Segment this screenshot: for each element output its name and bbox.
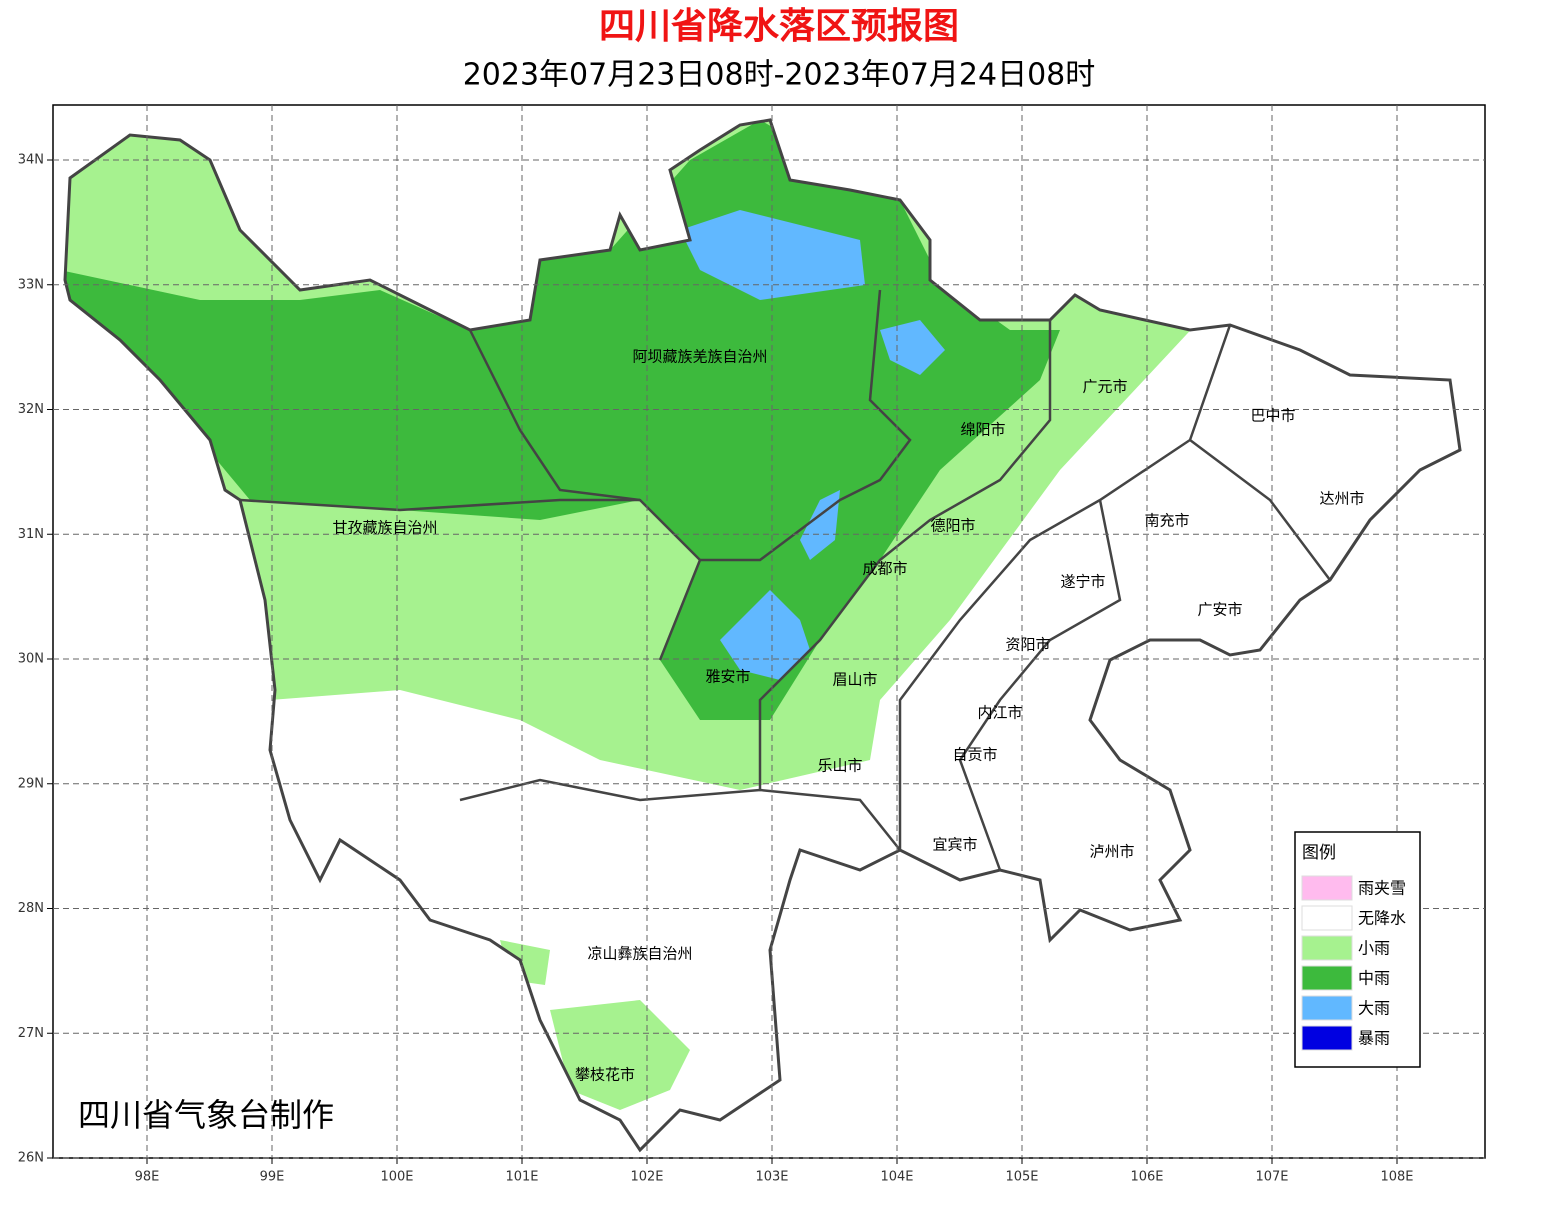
lon-label: 103E	[755, 1170, 788, 1185]
place-label: 成都市	[862, 560, 907, 578]
place-label: 德阳市	[930, 517, 975, 535]
subtitle: 2023年07月23日08时-2023年07月24日08时	[463, 58, 1096, 93]
lon-label: 106E	[1130, 1170, 1163, 1185]
place-label: 广安市	[1197, 601, 1242, 619]
place-label: 宜宾市	[932, 836, 977, 854]
legend-title: 图例	[1302, 843, 1336, 863]
place-label: 南充市	[1144, 512, 1189, 530]
lat-label: 28N	[18, 901, 44, 916]
place-label: 绵阳市	[960, 421, 1005, 439]
city-borders	[239, 289, 1331, 871]
lon-label: 102E	[630, 1170, 663, 1185]
legend-label: 中雨	[1358, 969, 1390, 988]
lon-label: 108E	[1380, 1170, 1413, 1185]
place-label: 乐山市	[817, 757, 862, 775]
place-label: 甘孜藏族自治州	[332, 519, 437, 537]
legend-label: 雨夹雪	[1358, 879, 1406, 898]
legend-label: 大雨	[1358, 999, 1390, 1018]
lon-label: 104E	[880, 1170, 913, 1185]
lat-label: 34N	[18, 153, 44, 168]
place-label: 达州市	[1319, 490, 1364, 508]
place-label: 雅安市	[705, 668, 750, 686]
border	[700, 289, 912, 562]
heavy-rain-area	[880, 320, 945, 375]
legend-swatch	[1301, 965, 1353, 991]
legend-swatch	[1301, 875, 1353, 901]
legend-label: 无降水	[1358, 909, 1406, 928]
border	[758, 320, 1052, 790]
lat-label: 33N	[18, 277, 44, 292]
graticule: 98E 99E 100E 101E 102E 103E 104E 105E 106E 107E 10…	[18, 105, 1485, 1185]
place-label: 内江市	[977, 704, 1022, 722]
title: 四川省降水落区预报图	[599, 6, 959, 47]
place-label: 巴中市	[1250, 407, 1295, 425]
lat-label: 30N	[18, 652, 44, 667]
legend-label: 小雨	[1358, 939, 1390, 958]
lon-label: 105E	[1005, 1170, 1038, 1185]
place-label: 阿坝藏族羌族自治州	[632, 348, 767, 366]
lon-label: 99E	[260, 1170, 285, 1185]
lon-label: 107E	[1255, 1170, 1288, 1185]
place-label: 广元市	[1082, 378, 1127, 396]
lat-label: 31N	[18, 527, 44, 542]
lat-label: 32N	[18, 402, 44, 417]
lat-label: 27N	[18, 1026, 44, 1041]
legend-swatch	[1301, 995, 1353, 1021]
lat-label: 26N	[18, 1151, 44, 1166]
light-rain-area	[550, 1000, 690, 1110]
place-label: 资阳市	[1005, 636, 1050, 654]
lon-label: 98E	[135, 1170, 160, 1185]
place-label: 眉山市	[832, 671, 877, 689]
credit: 四川省气象台制作	[78, 1096, 334, 1134]
border	[1189, 439, 1331, 581]
legend-label: 暴雨	[1358, 1029, 1390, 1048]
legend-swatch	[1301, 1025, 1353, 1051]
lon-label: 100E	[380, 1170, 413, 1185]
place-label: 遂宁市	[1060, 573, 1105, 591]
place-label: 攀枝花市	[575, 1066, 635, 1084]
legend-swatch	[1301, 935, 1353, 961]
border	[468, 329, 702, 661]
border	[958, 499, 1122, 871]
legend-swatch	[1301, 905, 1353, 931]
heavy-rain-area	[720, 590, 810, 680]
border	[239, 498, 640, 512]
place-label: 凉山彝族自治州	[587, 945, 692, 963]
lat-label: 29N	[18, 776, 44, 791]
lon-label: 101E	[505, 1170, 538, 1185]
place-label: 自贡市	[952, 746, 997, 764]
place-label: 泸州市	[1089, 843, 1134, 861]
